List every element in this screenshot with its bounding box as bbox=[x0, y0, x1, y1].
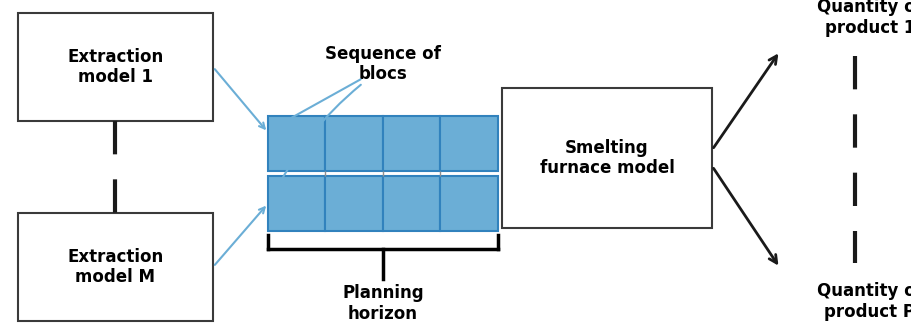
Text: Smelting
furnace model: Smelting furnace model bbox=[539, 138, 674, 177]
Text: Planning
horizon: Planning horizon bbox=[342, 284, 424, 323]
FancyBboxPatch shape bbox=[268, 176, 325, 231]
FancyBboxPatch shape bbox=[383, 176, 440, 231]
FancyBboxPatch shape bbox=[440, 116, 497, 171]
Text: Quantity of
product P: Quantity of product P bbox=[816, 282, 911, 321]
FancyBboxPatch shape bbox=[440, 176, 497, 231]
FancyBboxPatch shape bbox=[325, 116, 383, 171]
Text: Extraction
model M: Extraction model M bbox=[67, 248, 163, 286]
FancyBboxPatch shape bbox=[501, 88, 711, 228]
FancyBboxPatch shape bbox=[18, 213, 213, 321]
FancyBboxPatch shape bbox=[268, 116, 325, 171]
Text: Extraction
model 1: Extraction model 1 bbox=[67, 48, 163, 86]
Text: Quantity of
product 1: Quantity of product 1 bbox=[816, 0, 911, 37]
FancyBboxPatch shape bbox=[325, 176, 383, 231]
FancyBboxPatch shape bbox=[18, 13, 213, 121]
FancyBboxPatch shape bbox=[383, 116, 440, 171]
Text: Sequence of
blocs: Sequence of blocs bbox=[324, 45, 440, 83]
